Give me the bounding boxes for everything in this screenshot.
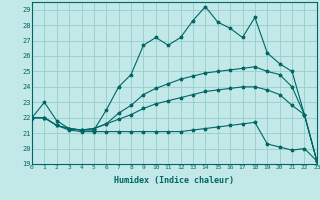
- X-axis label: Humidex (Indice chaleur): Humidex (Indice chaleur): [115, 176, 234, 185]
